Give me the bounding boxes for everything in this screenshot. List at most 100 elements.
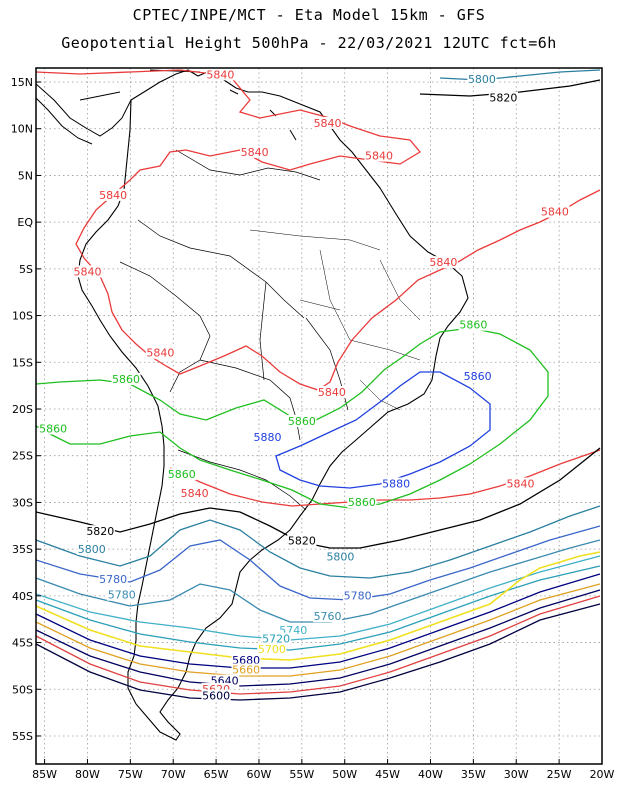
south-america-coastline [77, 69, 469, 741]
contour-lines [36, 69, 601, 701]
lon-tick-label: 35W [461, 768, 486, 781]
contour-label-bg [167, 468, 197, 481]
contour-5880 [275, 371, 491, 489]
contour-label-bg [231, 654, 261, 667]
contour-label-bg [201, 689, 231, 702]
contour-label-bg [467, 73, 497, 86]
contour-label: 5840 [73, 265, 101, 278]
contour-label-bg [98, 188, 128, 201]
contour-label-bg [240, 145, 270, 158]
contour-label: 5660 [232, 663, 260, 676]
contour-label-bg [111, 372, 141, 385]
contour-5760 [36, 539, 601, 623]
contour-label: 5820 [489, 92, 517, 105]
contour-label: 5820 [288, 535, 316, 548]
contour-label: 5880 [254, 431, 282, 444]
lat-tick-label: 15N [11, 76, 33, 89]
contour-5840-north [36, 69, 601, 391]
lat-tick-label: 10S [12, 310, 33, 323]
lon-tick-label: 20W [590, 768, 615, 781]
contour-label: 5840 [146, 347, 174, 360]
lon-tick-label: 70W [161, 768, 186, 781]
lon-tick-label: 75W [118, 768, 143, 781]
contour-label-bg [107, 588, 137, 601]
lat-tick-label: 25S [12, 450, 33, 463]
contour-label: 5780 [344, 590, 372, 603]
contour-5780 [36, 525, 601, 601]
contour-label: 5840 [318, 386, 346, 399]
contour-label: 5800 [468, 73, 496, 86]
contour-label-bg [458, 318, 488, 331]
contour-label-bg [347, 496, 377, 509]
contour-label: 5700 [258, 643, 286, 656]
contour-label-bg [231, 663, 261, 676]
lon-tick-label: 45W [375, 768, 400, 781]
lon-tick-label: 65W [204, 768, 229, 781]
contour-label: 5840 [507, 478, 535, 491]
contour-label: 5720 [262, 633, 290, 646]
contour-label: 5860 [112, 373, 140, 386]
contour-5800 [36, 505, 601, 579]
lat-tick-label: 55S [12, 730, 33, 743]
lon-tick-label: 60W [247, 768, 272, 781]
contour-label-bg [505, 477, 536, 490]
lat-tick-label: 40S [12, 590, 33, 603]
contour-label-bg [257, 642, 287, 655]
contour-label: 5860 [464, 370, 492, 383]
central-america-coastline [36, 83, 132, 137]
contour-label-bg [540, 205, 570, 218]
chart-subtitle: Geopotential Height 500hPa - 22/03/2021 … [61, 34, 557, 52]
contour-label-bg [145, 346, 175, 359]
contour-label: 5800 [326, 550, 354, 563]
contour-5820-south [36, 447, 601, 549]
lat-tick-label: 10N [11, 123, 33, 136]
lon-tick-label: 80W [75, 768, 100, 781]
contour-label-bg [312, 116, 343, 129]
lat-tick-label: 5S [19, 263, 33, 276]
lon-tick-label: 85W [32, 768, 57, 781]
lon-tick-label: 30W [504, 768, 529, 781]
contour-label-bg [325, 550, 356, 563]
lon-tick-label: 55W [289, 768, 314, 781]
contour-label-bg [38, 422, 68, 435]
contour-5620 [36, 595, 601, 695]
contour-label: 5840 [365, 150, 393, 163]
lat-tick-label: 45S [12, 637, 33, 650]
lat-tick-label: 50S [12, 683, 33, 696]
contour-label-bg [317, 385, 347, 398]
lat-tick-label: 30S [12, 496, 33, 509]
contour-label: 5800 [78, 543, 106, 556]
contour-label: 5840 [314, 117, 342, 130]
lat-tick-label: EQ [17, 216, 33, 229]
contour-label-bg [287, 534, 317, 547]
contour-label: 5840 [99, 189, 127, 202]
contour-5660 [36, 583, 601, 677]
contour-label-bg [180, 486, 210, 499]
contour-label: 5600 [202, 690, 230, 703]
contour-label-bg [85, 525, 115, 538]
contour-label-bg [463, 370, 493, 383]
contour-label-bg [252, 430, 283, 443]
country-borders [119, 149, 349, 511]
contour-label: 5840 [541, 206, 569, 219]
contour-label: 5860 [168, 468, 196, 481]
contour-labels: 5840 5800 5820 5840 5840 5840 5840 5840 5840 5840… [38, 68, 570, 703]
central-america-east-coast [36, 97, 93, 145]
contour-5820-north [419, 79, 601, 97]
lat-lon-grid [36, 68, 603, 764]
contour-label-bg [342, 589, 373, 602]
lat-tick-label: 15S [12, 356, 33, 369]
contour-label: 5880 [382, 478, 410, 491]
contour-label: 5780 [99, 573, 127, 586]
lat-tick-label: 20S [12, 403, 33, 416]
contour-label: 5840 [241, 146, 269, 159]
contour-5600 [36, 603, 601, 701]
contour-label-bg [72, 265, 103, 278]
contour-label-bg [261, 632, 291, 645]
contour-5680 [36, 573, 601, 669]
contour-label: 5760 [314, 610, 342, 623]
contour-5740 [36, 555, 601, 641]
caribbean-islands [79, 69, 297, 141]
contour-label: 5820 [86, 525, 114, 538]
